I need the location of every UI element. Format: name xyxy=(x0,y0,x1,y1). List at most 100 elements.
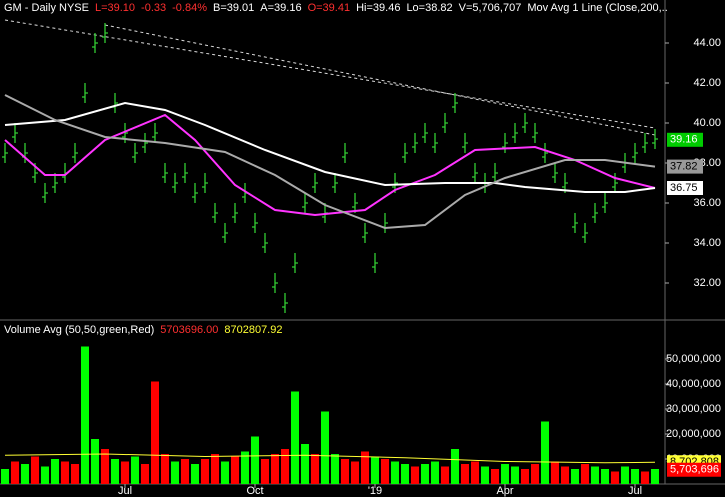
price-tag-label: 5,703,696 xyxy=(670,464,719,476)
y-tick-label: 40,000,000 xyxy=(666,378,721,390)
price-bar xyxy=(162,163,168,183)
price-bar xyxy=(272,273,278,293)
volume-bar xyxy=(511,466,519,484)
volume-bar xyxy=(521,469,529,484)
volume-bar xyxy=(421,464,429,484)
volume-bar xyxy=(231,456,239,484)
price-bar xyxy=(522,113,528,133)
price-bar xyxy=(332,173,338,193)
volume-bar xyxy=(141,464,149,484)
y-tick-label: 34.00 xyxy=(693,237,721,249)
volume-bar xyxy=(271,454,279,484)
volume-bar xyxy=(291,391,299,484)
price-bar xyxy=(412,133,418,153)
volume-bar xyxy=(91,439,99,484)
volume-bar xyxy=(531,464,539,484)
price-bar xyxy=(452,93,458,113)
volume-bar xyxy=(571,469,579,484)
volume-bar xyxy=(21,464,29,484)
header-item: Mov Avg 1 Line (Close,200,.. xyxy=(527,2,667,14)
panel-header: Volume Avg (50,50,green,Red) 5703696.00 87… xyxy=(4,324,282,336)
volume-bar xyxy=(171,461,179,484)
moving-average xyxy=(4,94,656,230)
price-bar xyxy=(282,293,288,313)
price-bar xyxy=(502,133,508,153)
price-bar xyxy=(462,133,468,153)
price-bar xyxy=(102,23,108,43)
moving-average xyxy=(4,113,656,217)
volume-bar xyxy=(51,459,59,484)
price-bar xyxy=(142,133,148,153)
price-bar xyxy=(222,223,228,243)
price-bar xyxy=(582,223,588,243)
price-bar xyxy=(292,253,298,273)
price-bar xyxy=(592,203,598,223)
volume-bar xyxy=(41,466,49,484)
price-bar xyxy=(602,193,608,213)
price-bar xyxy=(492,163,498,183)
price-bar xyxy=(2,143,8,163)
volume-bar xyxy=(351,461,359,484)
volume-bar xyxy=(1,469,9,484)
volume-bar xyxy=(191,464,199,484)
y-tick-label: 44.00 xyxy=(693,37,721,49)
header-item: L=39.10 xyxy=(95,2,135,14)
y-tick-label: 42.00 xyxy=(693,77,721,89)
price-bar xyxy=(552,163,558,183)
volume-bar xyxy=(621,466,629,484)
volume-bar xyxy=(581,464,589,484)
header-item: Volume Avg (50,50,green,Red) xyxy=(4,324,154,336)
trendline xyxy=(4,19,656,129)
x-tick-label: '19 xyxy=(368,485,382,497)
price-bar xyxy=(542,143,548,163)
header-item: -0.33 xyxy=(141,2,166,14)
price-bar xyxy=(172,173,178,193)
price-bar xyxy=(612,173,618,193)
price-bar xyxy=(312,173,318,193)
volume-bar xyxy=(361,451,369,484)
volume-bar xyxy=(151,381,159,484)
volume-bar xyxy=(611,471,619,484)
header-item: Lo=38.82 xyxy=(406,2,452,14)
price-bar xyxy=(192,183,198,203)
price-bar xyxy=(252,213,258,233)
price-bar xyxy=(632,143,638,163)
volume-bar xyxy=(431,461,439,484)
header-item: O=39.41 xyxy=(308,2,351,14)
volume-bar xyxy=(311,454,319,484)
volume-average xyxy=(4,453,656,464)
volume-bar xyxy=(401,464,409,484)
price-tag xyxy=(667,132,703,147)
volume-bar xyxy=(221,461,229,484)
price-bar xyxy=(572,213,578,233)
header-item: 5703696.00 xyxy=(160,324,218,336)
price-bar xyxy=(422,123,428,143)
volume-bar xyxy=(121,461,129,484)
volume-bar xyxy=(551,461,559,484)
price-bar xyxy=(372,253,378,273)
price-tag-label: 39.16 xyxy=(670,134,698,146)
volume-bar xyxy=(261,459,269,484)
volume-bar xyxy=(651,469,659,484)
price-bar xyxy=(152,123,158,143)
price-bar xyxy=(342,143,348,163)
price-tag-label: 36.75 xyxy=(670,182,698,194)
price-bar xyxy=(52,173,58,193)
price-bar xyxy=(92,33,98,53)
x-tick-label: Apr xyxy=(496,485,513,497)
price-bar xyxy=(532,123,538,143)
price-bar xyxy=(652,129,658,149)
volume-bar xyxy=(161,454,169,484)
volume-bar xyxy=(281,449,289,484)
price-bar xyxy=(182,163,188,183)
price-bar xyxy=(402,143,408,163)
volume-bar xyxy=(601,469,609,484)
price-bar xyxy=(132,143,138,163)
volume-bar xyxy=(631,469,639,484)
volume-bar xyxy=(301,444,309,484)
volume-bar xyxy=(451,449,459,484)
volume-bar xyxy=(371,456,379,484)
volume-bar xyxy=(241,451,249,484)
